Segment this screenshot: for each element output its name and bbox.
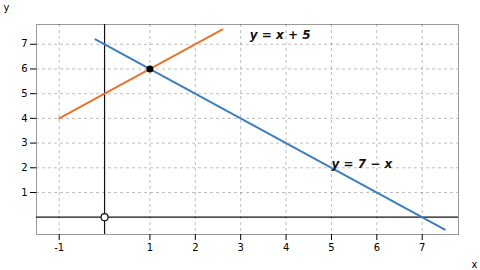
svg-text:y: y bbox=[4, 2, 10, 13]
svg-text:7: 7 bbox=[21, 38, 27, 49]
svg-text:y = x + 5: y = x + 5 bbox=[250, 28, 311, 42]
svg-text:1: 1 bbox=[21, 187, 27, 198]
svg-text:y = 7 − x: y = 7 − x bbox=[331, 157, 393, 171]
svg-text:5: 5 bbox=[21, 88, 27, 99]
svg-text:2: 2 bbox=[192, 242, 198, 253]
svg-text:2: 2 bbox=[21, 162, 27, 173]
svg-text:3: 3 bbox=[21, 137, 27, 148]
svg-text:3: 3 bbox=[238, 242, 244, 253]
svg-text:x: x bbox=[472, 259, 478, 270]
svg-text:4: 4 bbox=[21, 113, 27, 124]
svg-text:1: 1 bbox=[147, 242, 153, 253]
svg-text:6: 6 bbox=[374, 242, 380, 253]
svg-text:6: 6 bbox=[21, 63, 27, 74]
svg-text:7: 7 bbox=[419, 242, 425, 253]
svg-text:-1: -1 bbox=[54, 242, 64, 253]
svg-text:5: 5 bbox=[328, 242, 334, 253]
svg-text:4: 4 bbox=[283, 242, 289, 253]
